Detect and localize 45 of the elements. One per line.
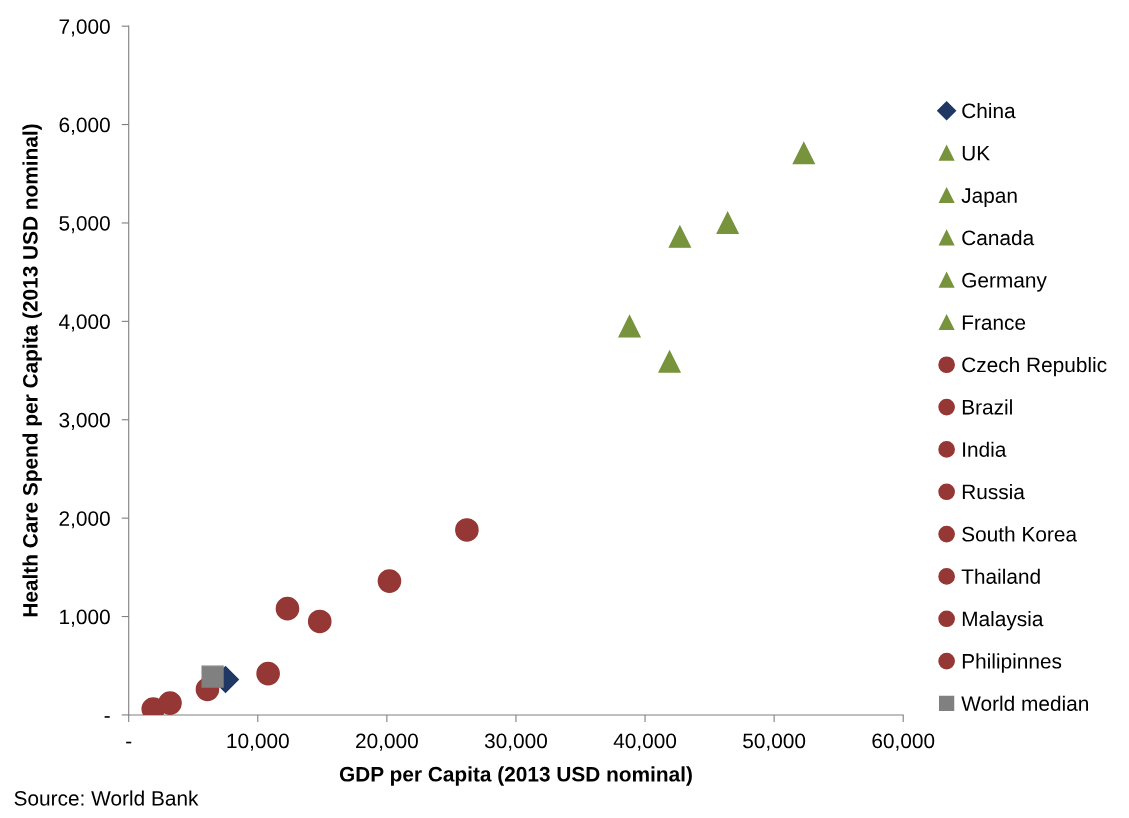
source-note: Source: World Bank [14, 790, 199, 806]
legend-label: Philipinnes [962, 653, 1062, 673]
point [668, 225, 691, 248]
legend-label: India [963, 441, 1007, 457]
y-tick-label: 3,000 [59, 412, 110, 430]
legend-label: Russia [962, 483, 1025, 500]
point [716, 211, 739, 235]
y-axis-title: Health Care Spend per Capita (2013 USD nominal) [22, 124, 42, 617]
x-tick-label: 20,000 [356, 733, 418, 751]
y-tick-label: 4,000 [59, 314, 110, 332]
x-tick-label: 30,000 [484, 733, 547, 751]
legend-label: Brazil [962, 399, 1012, 415]
y-tick-label: 5,000 [59, 215, 110, 234]
point [158, 691, 182, 715]
x-tick-label: 50,000 [743, 733, 806, 751]
point [658, 350, 681, 373]
legend-label: Germany [962, 272, 1047, 292]
x-axis-title: GDP per Capita (2013 USD nominal) [339, 766, 692, 786]
legend-label: Japan [961, 188, 1017, 208]
y-tick-label: 6,000 [59, 117, 110, 135]
legend-label: Thailand [961, 568, 1040, 584]
y-tick-label: 7,000 [59, 19, 110, 37]
legend-label: China [962, 102, 1016, 119]
legend-label: Malaysia [962, 610, 1044, 631]
point [256, 661, 280, 686]
legend-label: Canada [962, 229, 1035, 246]
legend-label: Czech Republic [962, 356, 1107, 377]
y-tick-label: 1,000 [60, 609, 110, 627]
point [307, 609, 332, 634]
legend-label: UK [962, 146, 990, 161]
point [455, 518, 479, 542]
legend-label: South Korea [962, 526, 1078, 542]
y-tick-label: - [104, 716, 110, 718]
point [618, 315, 641, 338]
x-tick-label: 10,000 [227, 733, 289, 751]
legend-label: World median [961, 695, 1088, 711]
point [275, 596, 300, 621]
y-tick-label: 2,000 [59, 511, 110, 529]
point [792, 141, 815, 165]
x-tick-label: 40,000 [613, 733, 677, 751]
x-tick-label: - [126, 741, 132, 744]
x-tick-label: 60,000 [872, 733, 935, 751]
point [201, 665, 224, 688]
legend-label: France [962, 315, 1026, 330]
point [377, 569, 402, 593]
